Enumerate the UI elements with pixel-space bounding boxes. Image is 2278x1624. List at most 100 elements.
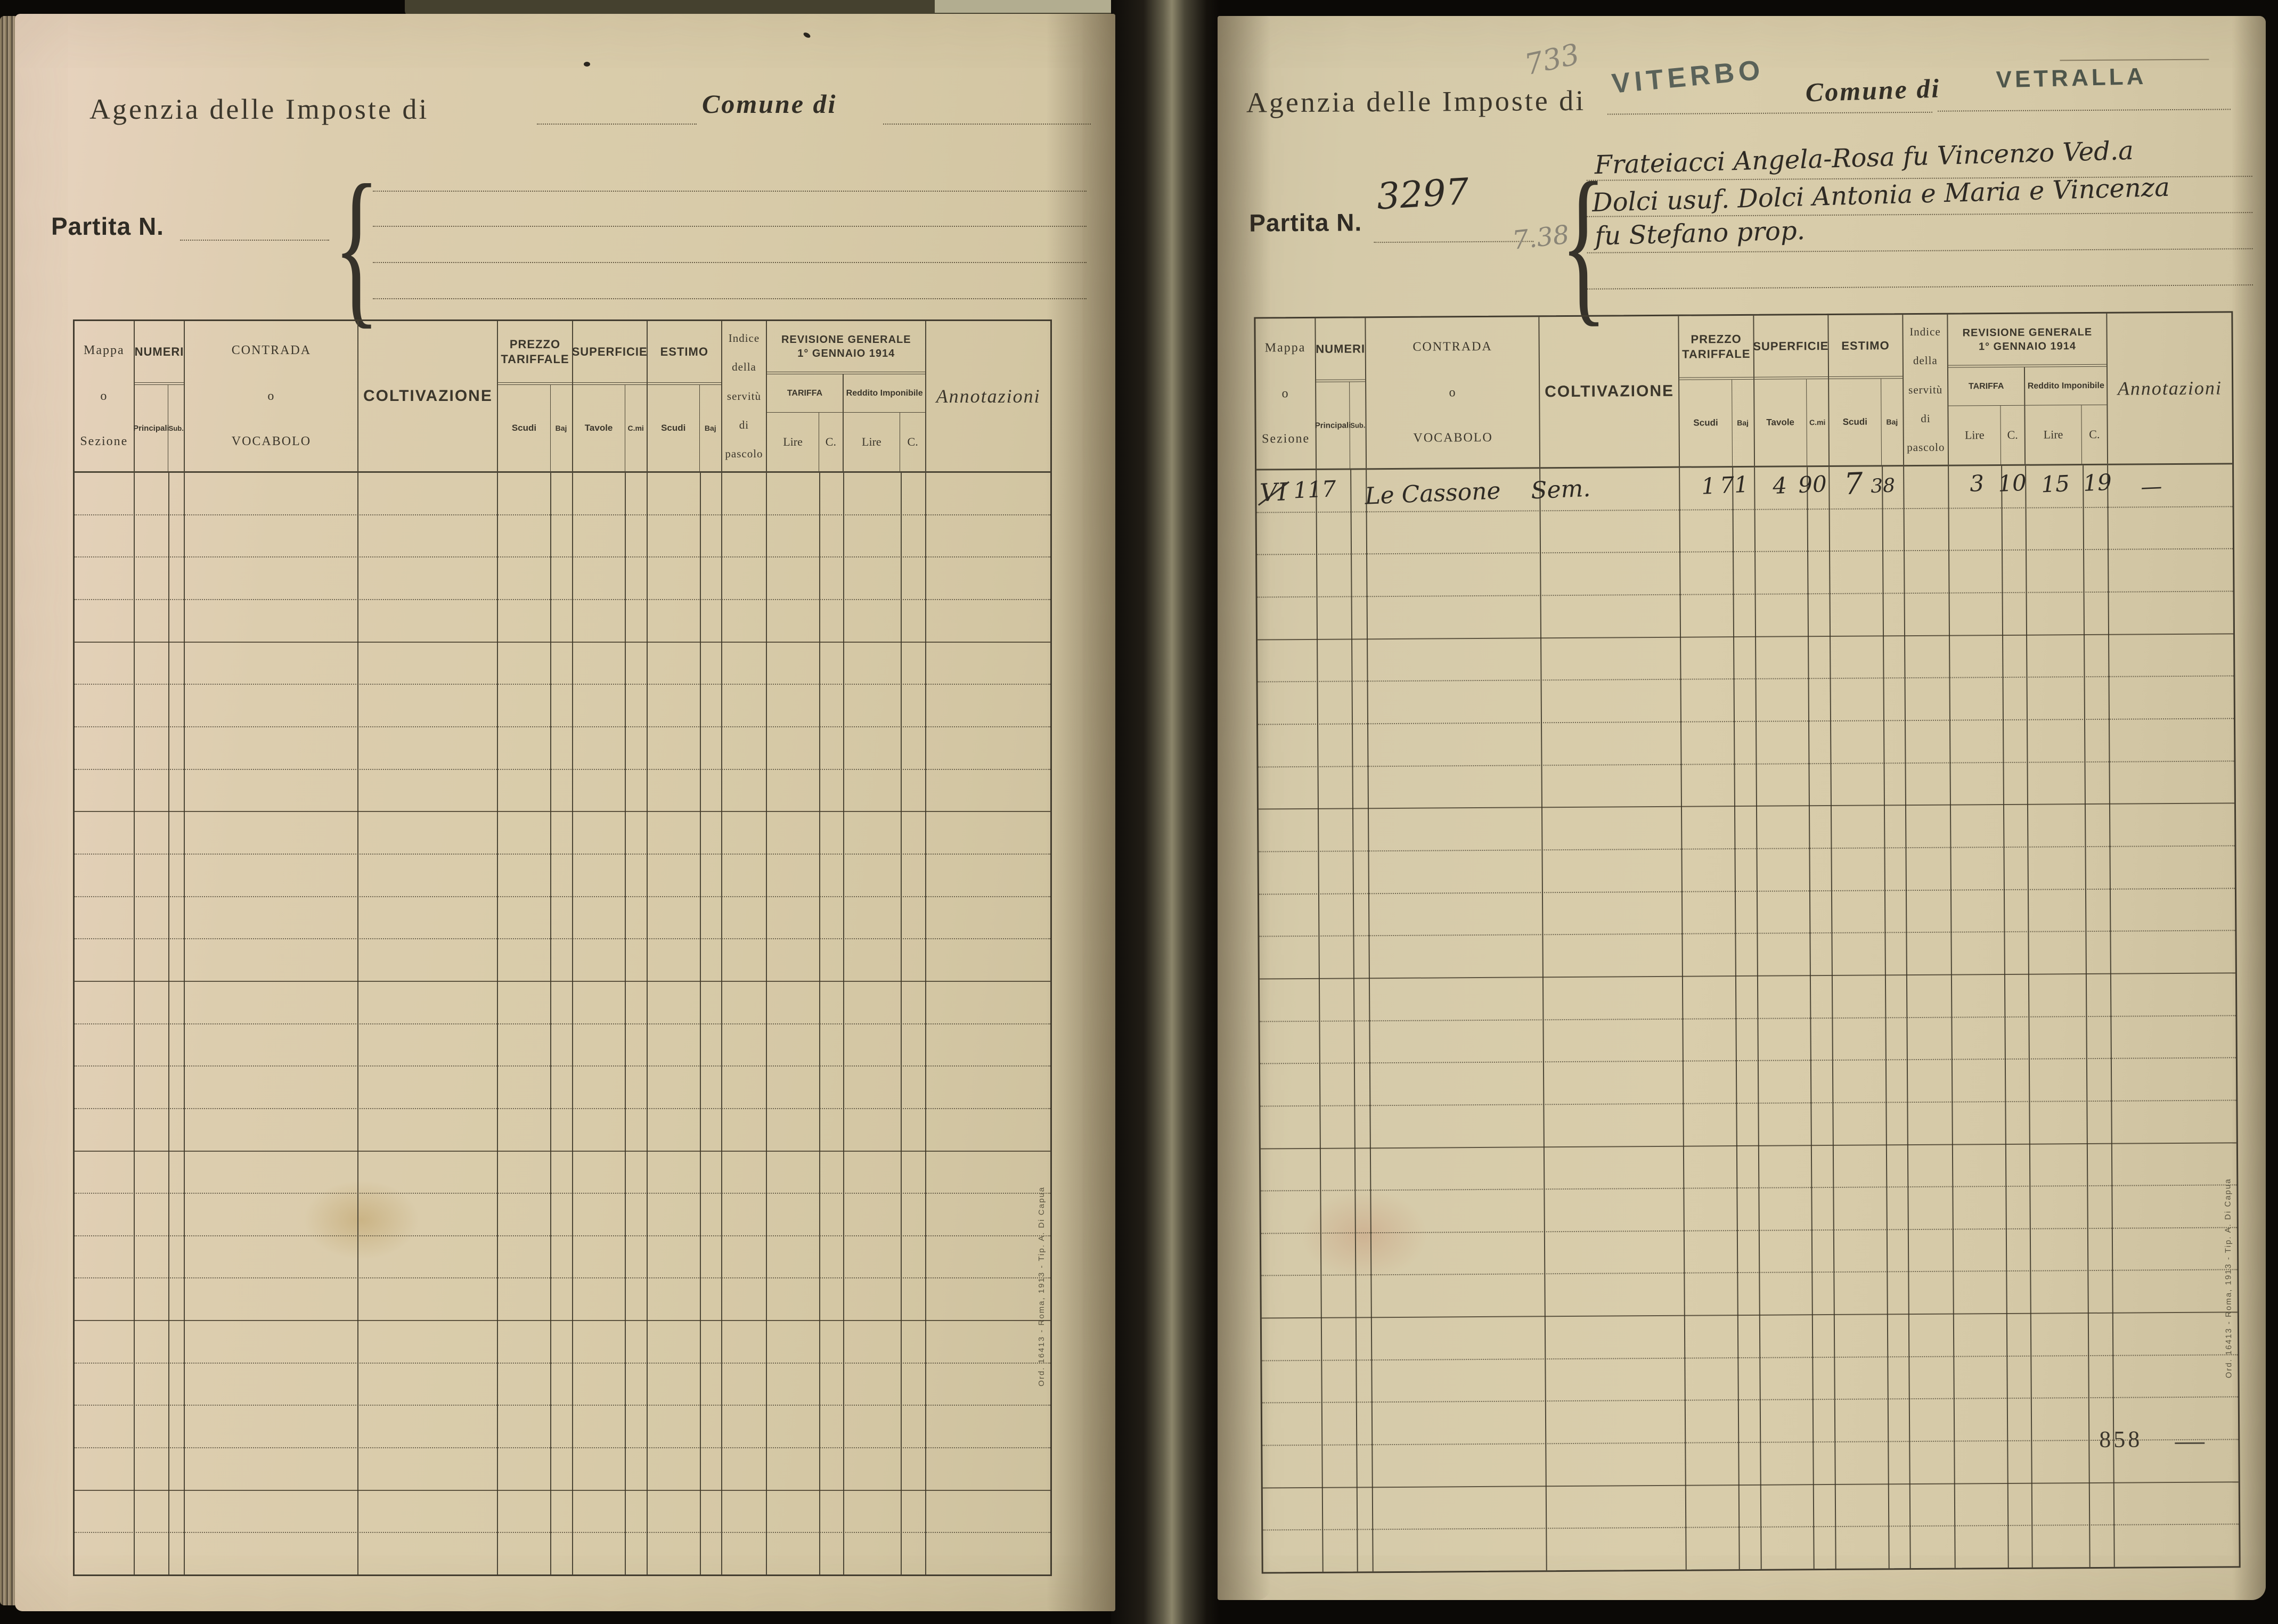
column-numeri: NUMERI Principali Sub.	[1315, 318, 1367, 469]
header-prezzo-baj: Baj	[1737, 418, 1749, 428]
header-mappa: Mappa	[84, 343, 125, 357]
header-tariffa: TARIFFA	[767, 374, 843, 413]
body-col-coltivazione	[358, 473, 499, 1574]
table-header: Mappa o Sezione NUMERI Principali Sub. C…	[75, 321, 1050, 473]
header-tariffale: TARIFFALE	[1682, 347, 1751, 361]
header-indice-della: della	[732, 360, 756, 374]
body-col-indice	[722, 473, 768, 1574]
body-col-contrada	[1367, 469, 1548, 1572]
header-mappa-o: o	[100, 389, 108, 403]
entry-numero-principale: 117	[1293, 475, 1337, 504]
body-col-estimo-baj	[701, 473, 722, 1574]
pencil-number: 733	[1521, 37, 1583, 82]
column-prezzo-tariffale: PREZZO TARIFFALE Scudi Baj	[498, 321, 573, 471]
header-vocabolo: VOCABOLO	[1413, 430, 1493, 445]
body-col-tariffa-lire	[1949, 466, 2009, 1568]
entry-mappa: VI	[1258, 477, 1290, 507]
header-revisione: REVISIONE GENERALE	[1962, 326, 2093, 339]
body-col-tariffa-c	[820, 473, 844, 1574]
column-annotazioni: Annotazioni	[2108, 313, 2232, 463]
header-estimo-scudi: Scudi	[648, 385, 700, 471]
header-contrada: CONTRADA	[231, 343, 312, 357]
agency-label: Agenzia delle Imposte di	[89, 93, 429, 125]
book-top-tab	[935, 0, 1116, 13]
header-tariffa-lire: Lire	[1948, 406, 2001, 465]
entry-annotazione-dash: —	[2140, 474, 2163, 500]
column-indice-pascolo: Indice della servitù di pascolo	[1903, 314, 1949, 465]
ink-speck	[802, 31, 812, 39]
header-coltivazione: COLTIVAZIONE	[1545, 382, 1675, 401]
entry-superficie-cmi: 90	[1798, 471, 1827, 498]
column-mappa-sezione: Mappa o Sezione	[1255, 318, 1317, 469]
body-col-prezzo-scudi	[498, 473, 552, 1574]
header-estimo-scudi: Scudi	[1828, 379, 1882, 465]
comune-stamp: VETRALLA	[1996, 63, 2147, 93]
agency-label: Agenzia delle Imposte di	[1246, 84, 1586, 119]
entry-estimo-baj: 38	[1870, 474, 1896, 498]
header-indice: Indice	[1909, 325, 1941, 339]
header-contrada-o: o	[267, 389, 275, 403]
ink-speck	[584, 62, 590, 67]
page-number: 858	[2099, 1426, 2143, 1453]
header-sezione: Sezione	[1261, 431, 1310, 446]
entry-superficie-tavole: 4	[1772, 472, 1788, 499]
header-tariffa-c: C.	[2007, 428, 2018, 441]
entry-estimo-scudi: 7	[1843, 466, 1864, 502]
owner-name-line1: Frateiacci Angela-Rosa fu Vincenzo Ved.a	[1594, 135, 2134, 181]
owner-name-line3: fu Stefano prop.	[1594, 216, 1806, 251]
header-reddito-lire: Lire	[844, 413, 900, 471]
header-prezzo: PREZZO	[509, 338, 561, 351]
header-reddito-imponibile: Reddito Imponibile	[2024, 366, 2107, 406]
header-superficie: SUPERFICIE	[571, 345, 648, 358]
column-revisione-generale: REVISIONE GENERALE 1° GENNAIO 1914 TARIF…	[1948, 313, 2109, 465]
header-tariffale: TARIFFALE	[501, 352, 569, 366]
body-col-coltivazione	[1540, 467, 1687, 1571]
body-col-mappa	[1256, 470, 1324, 1572]
partita-label: Partita N.	[1249, 208, 1362, 237]
header-revisione-data: 1° GENNAIO 1914	[797, 347, 895, 359]
header-tariffa: TARIFFA	[1948, 367, 2024, 406]
header-mappa-o: o	[1281, 386, 1289, 400]
column-superficie: SUPERFICIE Tavole C.mi	[571, 321, 648, 471]
header-indice: Indice	[728, 332, 760, 345]
column-prezzo-tariffale: PREZZO TARIFFALE Scudi Baj	[1679, 315, 1755, 466]
header-estimo: ESTIMO	[1841, 339, 1890, 352]
handwritten-entry-row: VI 117 Le Cassone Sem. 1 71 4 90 7 38 3 …	[1255, 466, 2234, 520]
column-superficie: SUPERFICIE Tavole C.mi	[1753, 315, 1830, 466]
dotted-line	[1607, 111, 1933, 115]
header-principali: Principali	[133, 385, 169, 471]
double-rule	[573, 382, 647, 385]
body-col-sub	[169, 473, 185, 1574]
header-reddito-imponibile: Reddito Imponibile	[843, 374, 926, 413]
column-indice-pascolo: Indice della servitù di pascolo	[722, 321, 768, 471]
body-col-reddito-c	[902, 473, 927, 1574]
dotted-line	[883, 124, 1091, 125]
double-rule	[767, 372, 926, 374]
body-col-mappa	[75, 473, 135, 1574]
body-col-estimo-scudi	[648, 473, 701, 1574]
fold-shadow	[1046, 14, 1115, 1611]
comune-label: Comune di	[1805, 73, 1941, 108]
left-page: Agenzia delle Imposte di Comune di Parti…	[15, 14, 1115, 1611]
header-mappa: Mappa	[1264, 340, 1306, 355]
body-col-tavole	[1754, 467, 1815, 1569]
partita-brace: {	[333, 149, 380, 343]
header-revisione-data: 1° GENNAIO 1914	[1978, 340, 2077, 352]
body-col-contrada	[185, 473, 359, 1574]
entry-coltivazione: Sem.	[1530, 474, 1591, 505]
body-col-prezzo-scudi	[1680, 467, 1740, 1570]
body-col-annotazioni	[2109, 464, 2239, 1566]
header-estimo-baj: Baj	[704, 424, 716, 432]
body-col-reddito-lire	[2026, 465, 2091, 1568]
column-mappa-sezione: Mappa o Sezione	[75, 321, 135, 471]
header-indice-pascolo: pascolo	[1907, 440, 1945, 454]
table-header: Mappa o Sezione NUMERI Principali Sub. C…	[1255, 313, 2233, 471]
header-coltivazione: COLTIVAZIONE	[363, 387, 493, 405]
entry-prezzo-baj: 71	[1719, 471, 1749, 499]
body-col-estimo-scudi	[1829, 466, 1890, 1569]
header-numeri: NUMERI	[1316, 342, 1366, 356]
entry-tariffa-c: 10	[1997, 469, 2027, 497]
dotted-line	[180, 240, 329, 241]
comune-label: Comune di	[702, 89, 837, 119]
header-prezzo-scudi: Scudi	[1679, 380, 1733, 466]
